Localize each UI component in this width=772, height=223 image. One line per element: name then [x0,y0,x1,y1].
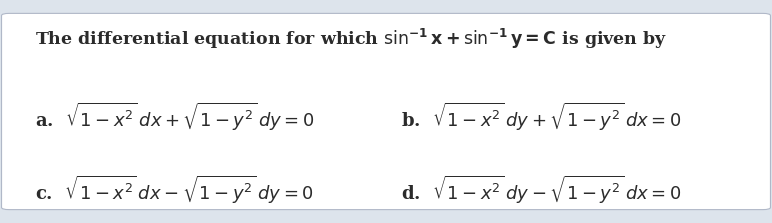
Text: c.  $\sqrt{1-x^2}\,dx - \sqrt{1-y^2}\,dy = 0$: c. $\sqrt{1-x^2}\,dx - \sqrt{1-y^2}\,dy … [35,174,313,206]
Text: b.  $\sqrt{1-x^2}\,dy + \sqrt{1-y^2}\,dx = 0$: b. $\sqrt{1-x^2}\,dy + \sqrt{1-y^2}\,dx … [401,100,682,133]
Text: a.  $\sqrt{1-x^2}\,dx + \sqrt{1-y^2}\,dy = 0$: a. $\sqrt{1-x^2}\,dx + \sqrt{1-y^2}\,dy … [35,100,314,133]
Text: The differential equation for which $\mathbf{\sin^{-1} x + \sin^{-1} y = C}$ is : The differential equation for which $\ma… [35,27,667,51]
FancyBboxPatch shape [2,13,770,210]
Text: d.  $\sqrt{1-x^2}\,dy - \sqrt{1-y^2}\,dx = 0$: d. $\sqrt{1-x^2}\,dy - \sqrt{1-y^2}\,dx … [401,174,682,206]
